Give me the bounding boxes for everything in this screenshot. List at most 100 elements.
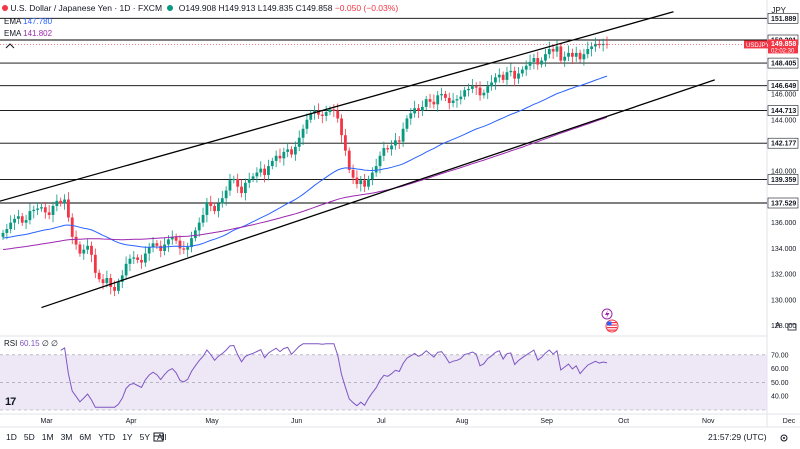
ema-legend-2[interactable]: EMA 141.802	[4, 29, 52, 38]
candle-body	[109, 277, 113, 287]
ema-legend-value: 141.802	[23, 29, 53, 38]
candle-body	[436, 95, 440, 105]
level-tag	[767, 80, 799, 91]
candle-body	[551, 49, 555, 52]
scale-auto-button[interactable]: A	[775, 321, 781, 330]
candles	[1, 36, 609, 297]
candle-body	[32, 209, 36, 212]
candle-body	[544, 54, 547, 61]
timeframe-button[interactable]: 5D	[23, 432, 35, 442]
timeframe-button[interactable]: 1Y	[122, 432, 133, 442]
chevron-up-icon[interactable]	[5, 43, 15, 49]
time-axis[interactable]: MarAprMayJunJulAugSepOctNovDec20	[41, 418, 800, 425]
compare-icon[interactable]	[787, 323, 797, 331]
symbol-title[interactable]: U.S. Dollar / Japanese Yen · 1D · FXCM	[10, 3, 163, 13]
candle-body	[378, 155, 382, 167]
settings-icon[interactable]	[780, 434, 788, 442]
ema-lines	[2, 75, 608, 250]
candle-body	[286, 149, 290, 152]
timeframe-button[interactable]: 5Y	[139, 432, 150, 442]
rsi-axis: 70.00 60.00 50.00 40.00	[771, 352, 789, 400]
us-flag-icon[interactable]	[605, 319, 619, 333]
candle-body	[351, 169, 355, 178]
price-tick-label: 128.000	[771, 323, 796, 330]
ohlc-high: H149.913	[218, 3, 256, 13]
ema-legend-1[interactable]: EMA 147.780	[4, 17, 52, 26]
rsi-tick-label: 70.00	[771, 352, 789, 359]
rsi-legend-extra: ∅ ∅	[41, 339, 59, 348]
candle-body	[401, 128, 405, 142]
candle-body	[582, 54, 586, 60]
candle-body	[524, 65, 528, 70]
timeframe-button[interactable]: 1D	[6, 432, 17, 442]
candle-body	[259, 168, 263, 173]
currency-label[interactable]: JPY	[771, 6, 786, 15]
horizontal-levels[interactable]	[0, 17, 767, 204]
candle-body	[159, 245, 163, 251]
channel-line-lower	[41, 79, 715, 309]
candle-body	[359, 180, 363, 185]
candle-body	[43, 207, 47, 213]
price-axis[interactable]: 128.000 130.000 132.000 134.000 136.000 140.0…	[771, 92, 796, 331]
timeframe-button[interactable]: 6M	[79, 432, 92, 442]
symbol-tag-label: USDJPY	[746, 43, 770, 49]
ema-slow-line	[2, 116, 608, 250]
candle-body	[586, 49, 590, 55]
rsi-guides	[0, 354, 767, 411]
candle-body	[20, 216, 24, 223]
candle-body	[47, 212, 51, 215]
candle-body	[501, 74, 505, 80]
candle-body	[51, 205, 55, 215]
candle-body	[270, 160, 274, 167]
candle-body	[305, 119, 309, 129]
candle-body	[336, 110, 340, 119]
candle-body	[120, 275, 124, 282]
candle-body	[355, 177, 359, 185]
candle-body	[255, 172, 259, 177]
candle-body	[16, 216, 20, 219]
calendar-range-icon[interactable]	[153, 432, 164, 442]
ema-legend-label: EMA	[4, 29, 21, 38]
candle-body	[297, 137, 301, 147]
candle-body	[143, 253, 147, 263]
candle-body	[132, 257, 136, 259]
price-tick-label: 144.000	[771, 117, 796, 124]
candle-body	[55, 200, 59, 206]
channel-lines[interactable]	[0, 11, 715, 309]
candle-body	[163, 244, 166, 251]
candle-body	[594, 43, 597, 47]
countdown-label: 02:02:30	[771, 48, 795, 54]
candle-body	[444, 94, 447, 98]
timeframe-button[interactable]: All	[157, 432, 167, 442]
lightning-icon[interactable]	[601, 308, 613, 320]
rsi-legend[interactable]: RSI 60.15 ∅ ∅	[4, 339, 58, 348]
candle-body	[363, 180, 367, 187]
candle-body	[440, 94, 443, 96]
candle-body	[128, 258, 132, 264]
timeframe-button[interactable]: 3M	[60, 432, 73, 442]
candle-body	[36, 208, 40, 210]
candle-body	[267, 166, 270, 176]
candle-body	[170, 236, 174, 240]
candle-body	[213, 205, 216, 212]
candle-body	[117, 281, 120, 291]
candle-body	[520, 69, 524, 74]
candle-body	[90, 245, 93, 255]
clock[interactable]: 21:57:29 (UTC)	[708, 432, 767, 442]
candle-body	[563, 56, 567, 61]
timeframe-button[interactable]: YTD	[98, 432, 116, 442]
candle-body	[424, 99, 428, 107]
timeframe-button[interactable]: 1M	[41, 432, 54, 442]
candle-body	[13, 218, 16, 223]
ema-legend-label: EMA	[4, 17, 21, 26]
chart-legend[interactable]: U.S. Dollar / Japanese Yen · 1D · FXCM O…	[2, 3, 398, 13]
tradingview-logo[interactable]: 17	[5, 396, 16, 408]
symbol-tag	[744, 40, 768, 49]
candle-body	[509, 70, 513, 73]
candle-body	[193, 230, 197, 239]
candle-body	[236, 178, 240, 187]
candle-body	[63, 199, 66, 204]
time-tick-label: Sep	[540, 418, 553, 425]
candle-body	[263, 168, 267, 176]
